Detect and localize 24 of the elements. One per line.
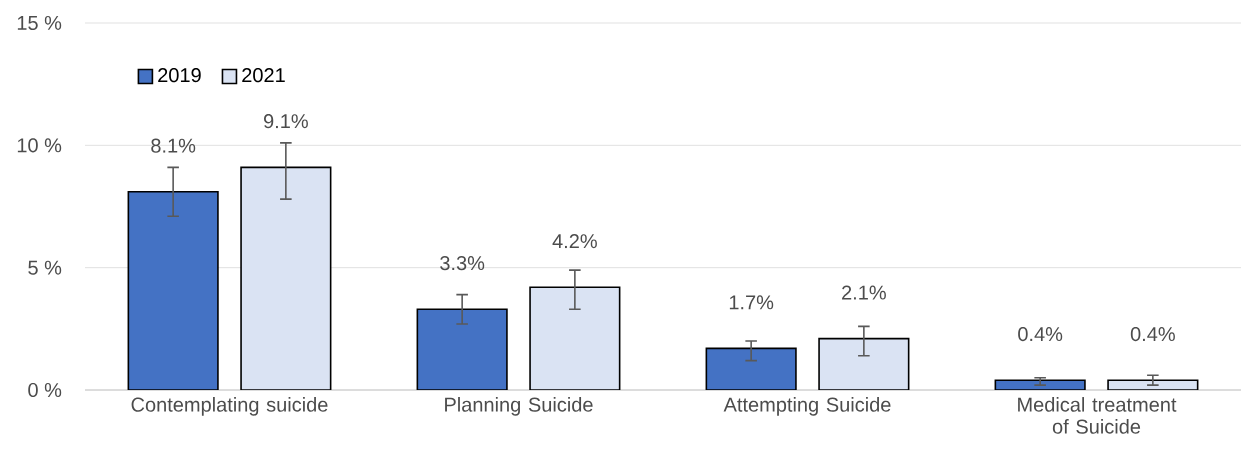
data-label: 4.2% (552, 234, 597, 249)
x-tick-label: Planning Suicide (445, 397, 593, 416)
bar (240, 166, 332, 390)
legend-label: 2019 (158, 68, 201, 83)
x-tick-label: Attempting Suicide (723, 397, 891, 416)
bar (818, 337, 910, 390)
data-label: 0.4% (1130, 326, 1175, 342)
bar (705, 347, 797, 390)
data-label: 2.1% (842, 285, 886, 300)
y-tick-label: 10 % (17, 138, 62, 153)
data-label: 9.1% (264, 114, 308, 129)
y-tick-label: 0 % (28, 382, 62, 398)
data-label: 0.4% (1018, 326, 1063, 342)
y-tick-label: 15 % (17, 15, 62, 31)
x-tick-label: Medical treatment of Suicide (1018, 397, 1177, 434)
data-label: 8.1% (151, 138, 196, 153)
bar (127, 191, 219, 390)
data-label: 3.3% (440, 256, 485, 271)
x-tick-label: Contemplating suicide (131, 397, 328, 416)
legend-label: 2021 (242, 68, 285, 83)
bar (416, 308, 508, 390)
y-tick-label: 5 % (28, 260, 62, 275)
bar (529, 286, 621, 390)
data-label: 1.7% (729, 295, 774, 310)
